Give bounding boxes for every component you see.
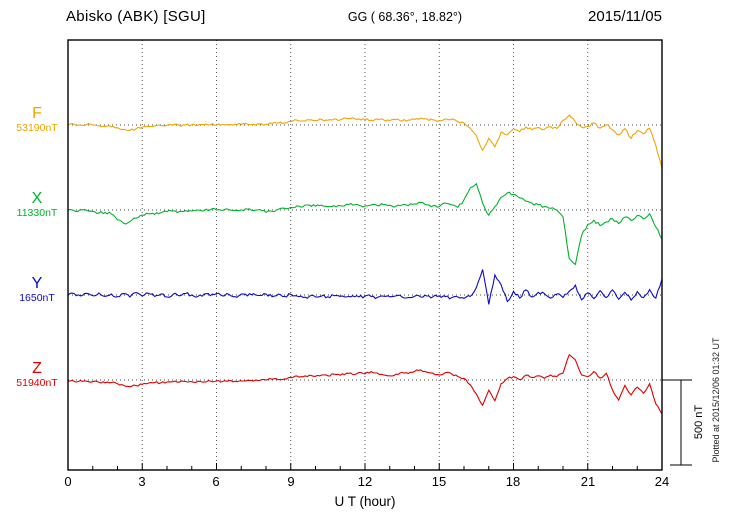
trace-letter-X: X xyxy=(31,190,43,207)
trace-label-X: X 11330nT xyxy=(8,190,66,220)
x-tick-3: 3 xyxy=(138,474,146,489)
x-tick-15: 15 xyxy=(431,474,447,489)
scale-bar-label: 500 nT xyxy=(693,404,705,440)
geographic-coordinates: GG ( 68.36°, 18.82°) xyxy=(347,10,463,24)
x-axis-label: U T (hour) xyxy=(334,494,396,509)
plotted-at-caption: Plotted at 2015/12/06 01:32 UT xyxy=(711,337,721,463)
trace-label-F: F 53190nT xyxy=(8,105,66,135)
x-tick-12: 12 xyxy=(357,474,373,489)
x-tick-6: 6 xyxy=(212,474,220,489)
trace-label-Z: Z 51940nT xyxy=(8,360,66,390)
x-tick-0: 0 xyxy=(64,474,72,489)
trace-letter-F: F xyxy=(32,105,42,122)
trace-letter-Z: Z xyxy=(32,360,42,377)
trace-letter-Y: Y xyxy=(31,275,43,292)
trace-baseline-Y: 1650nT xyxy=(19,292,55,304)
trace-baseline-F: 53190nT xyxy=(16,122,58,134)
x-tick-18: 18 xyxy=(505,474,521,489)
x-tick-9: 9 xyxy=(287,474,295,489)
trace-baseline-Z: 51940nT xyxy=(16,377,58,389)
x-tick-21: 21 xyxy=(580,474,596,489)
station-title: Abisko (ABK) [SGU] xyxy=(66,8,206,25)
x-tick-24: 24 xyxy=(654,474,670,489)
trace-label-Y: Y 1650nT xyxy=(8,275,66,305)
plot-date: 2015/11/05 xyxy=(588,8,662,25)
trace-baseline-X: 11330nT xyxy=(16,207,58,219)
